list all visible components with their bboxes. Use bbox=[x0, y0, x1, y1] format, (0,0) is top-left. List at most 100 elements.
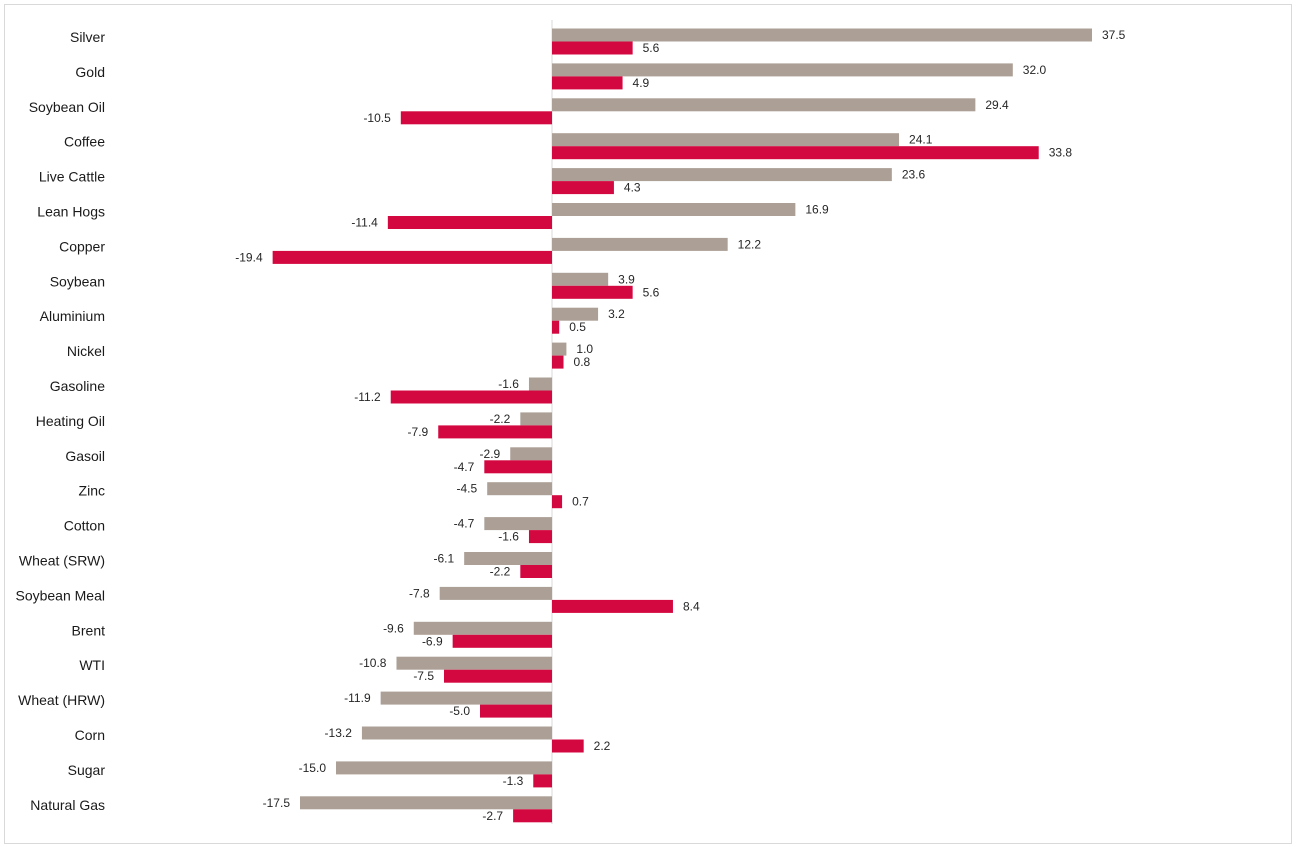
bar-series-1 bbox=[520, 412, 552, 426]
category-label: Lean Hogs bbox=[37, 204, 105, 220]
bar-series-1 bbox=[336, 761, 552, 775]
data-label-series-1: -4.7 bbox=[454, 517, 475, 531]
bar-series-2 bbox=[552, 76, 623, 90]
data-label-series-2: -2.7 bbox=[482, 809, 503, 823]
data-label-series-1: 24.1 bbox=[909, 133, 933, 147]
data-label-series-2: -1.6 bbox=[498, 530, 519, 544]
bar-series-2 bbox=[400, 111, 552, 125]
data-label-series-2: -7.9 bbox=[408, 425, 429, 439]
bar-series-2 bbox=[533, 774, 552, 788]
category-label: Gasoline bbox=[50, 378, 105, 394]
category-label: Sugar bbox=[68, 762, 106, 778]
category-label: Silver bbox=[70, 29, 105, 45]
data-label-series-1: -9.6 bbox=[383, 621, 404, 635]
bar-series-1 bbox=[552, 28, 1092, 42]
category-label: Soybean bbox=[50, 273, 105, 289]
data-label-series-1: 3.2 bbox=[608, 307, 625, 321]
bar-series-2 bbox=[552, 146, 1039, 160]
category-label: Live Cattle bbox=[39, 169, 105, 185]
data-label-series-2: 5.6 bbox=[643, 41, 660, 55]
bar-series-2 bbox=[552, 181, 614, 195]
bar-series-2 bbox=[552, 739, 584, 753]
bar-series-1 bbox=[552, 307, 599, 321]
data-label-series-2: -10.5 bbox=[363, 111, 391, 125]
data-label-series-1: -15.0 bbox=[299, 761, 327, 775]
data-label-series-2: -4.7 bbox=[454, 460, 475, 474]
category-label: Nickel bbox=[67, 343, 105, 359]
bar-series-1 bbox=[396, 656, 552, 670]
bar-series-1 bbox=[552, 168, 892, 182]
data-label-series-1: 3.9 bbox=[618, 272, 635, 286]
data-label-series-2: -11.4 bbox=[351, 216, 378, 230]
category-label: Brent bbox=[72, 622, 106, 638]
bar-series-1 bbox=[552, 237, 728, 251]
data-label-series-2: 33.8 bbox=[1049, 146, 1073, 160]
data-label-series-2: 0.5 bbox=[569, 320, 586, 334]
bar-series-2 bbox=[438, 425, 552, 439]
bar-series-1 bbox=[552, 98, 976, 112]
bar-series-1 bbox=[510, 447, 552, 461]
category-label: Soybean Oil bbox=[29, 99, 105, 115]
bar-series-2 bbox=[272, 250, 552, 264]
bar-series-1 bbox=[380, 691, 552, 705]
data-label-series-2: 4.9 bbox=[633, 76, 650, 90]
category-label: Coffee bbox=[64, 134, 105, 150]
bar-series-2 bbox=[552, 599, 673, 613]
data-label-series-1: -13.2 bbox=[325, 726, 353, 740]
data-label-series-1: -17.5 bbox=[263, 796, 291, 810]
category-label: Heating Oil bbox=[36, 413, 105, 429]
bar-series-2 bbox=[552, 495, 563, 509]
bar-series-1 bbox=[552, 272, 609, 286]
data-label-series-1: -6.1 bbox=[433, 552, 454, 566]
bar-series-2 bbox=[552, 41, 633, 55]
category-label: Natural Gas bbox=[30, 797, 105, 813]
bar-series-1 bbox=[552, 63, 1013, 77]
category-label: Zinc bbox=[79, 483, 105, 499]
category-label: Copper bbox=[59, 238, 105, 254]
category-label: Wheat (HRW) bbox=[18, 692, 105, 708]
data-label-series-2: -19.4 bbox=[235, 250, 263, 264]
bar-series-2 bbox=[444, 669, 552, 683]
bar-series-1 bbox=[552, 203, 796, 216]
data-label-series-1: -11.9 bbox=[344, 691, 371, 705]
data-label-series-2: -6.9 bbox=[422, 634, 443, 648]
bar-series-2 bbox=[390, 390, 552, 404]
data-label-series-1: 16.9 bbox=[805, 203, 829, 217]
category-label: Gold bbox=[75, 64, 105, 80]
data-label-series-2: 0.8 bbox=[574, 355, 591, 369]
bar-series-1 bbox=[413, 621, 552, 635]
data-label-series-2: 5.6 bbox=[643, 285, 660, 299]
category-label: Cotton bbox=[64, 518, 105, 534]
data-label-series-2: -5.0 bbox=[449, 704, 470, 718]
bar-series-1 bbox=[361, 726, 552, 740]
bar-series-1 bbox=[439, 586, 552, 600]
data-label-series-2: -11.2 bbox=[354, 390, 381, 404]
data-label-series-1: 23.6 bbox=[902, 168, 926, 182]
bar-series-2 bbox=[552, 320, 560, 334]
bar-series-1 bbox=[300, 796, 552, 810]
category-label: Wheat (SRW) bbox=[19, 553, 105, 569]
bar-series-2 bbox=[387, 216, 552, 229]
data-label-series-2: -7.5 bbox=[413, 669, 434, 683]
data-label-series-1: -2.9 bbox=[480, 447, 501, 461]
bar-series-1 bbox=[528, 377, 552, 391]
bar-series-1 bbox=[487, 482, 552, 496]
data-label-series-2: -1.3 bbox=[503, 774, 524, 788]
data-label-series-1: -4.5 bbox=[457, 482, 478, 496]
bar-series-2 bbox=[552, 355, 564, 369]
category-label: Gasoil bbox=[65, 448, 105, 464]
data-label-series-2: -2.2 bbox=[490, 565, 511, 579]
bar-series-2 bbox=[484, 460, 552, 474]
bar-series-2 bbox=[513, 809, 552, 823]
data-label-series-1: 37.5 bbox=[1102, 28, 1126, 42]
data-label-series-1: 29.4 bbox=[985, 98, 1009, 112]
bar-series-1 bbox=[552, 133, 900, 147]
data-label-series-2: 4.3 bbox=[624, 181, 641, 195]
bar-series-2 bbox=[528, 530, 552, 544]
data-label-series-1: -10.8 bbox=[359, 656, 387, 670]
data-label-series-1: 12.2 bbox=[738, 237, 762, 251]
category-label: Aluminium bbox=[40, 308, 105, 324]
data-label-series-2: 0.7 bbox=[572, 495, 589, 509]
bar-series-2 bbox=[552, 285, 633, 299]
category-label: Soybean Meal bbox=[15, 587, 105, 603]
